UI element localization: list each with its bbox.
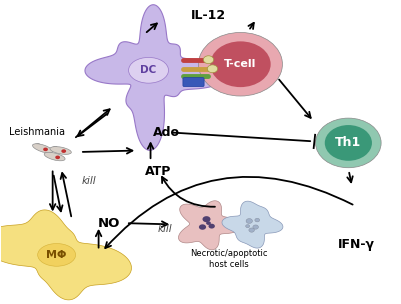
- Circle shape: [325, 125, 372, 161]
- Circle shape: [203, 216, 211, 222]
- Circle shape: [55, 156, 60, 159]
- Circle shape: [255, 218, 259, 222]
- Polygon shape: [178, 201, 241, 250]
- Text: Necrotic/apoptotic
host cells: Necrotic/apoptotic host cells: [190, 249, 267, 269]
- Circle shape: [198, 33, 282, 96]
- Circle shape: [253, 225, 258, 229]
- Circle shape: [43, 147, 48, 151]
- Text: IFN-γ: IFN-γ: [338, 238, 375, 251]
- Text: kill: kill: [157, 224, 172, 234]
- Text: NO: NO: [97, 217, 120, 230]
- Text: Th1: Th1: [335, 136, 361, 150]
- Text: kill: kill: [81, 176, 96, 186]
- Circle shape: [316, 118, 381, 168]
- Ellipse shape: [44, 152, 65, 161]
- Text: DC: DC: [140, 65, 157, 75]
- Circle shape: [206, 221, 211, 225]
- Circle shape: [209, 224, 215, 229]
- Polygon shape: [0, 210, 132, 300]
- Text: Leishmania: Leishmania: [9, 127, 65, 137]
- Circle shape: [246, 225, 250, 228]
- Circle shape: [203, 56, 214, 64]
- Text: Ado: Ado: [152, 126, 180, 139]
- Circle shape: [61, 149, 66, 153]
- Ellipse shape: [32, 144, 53, 153]
- Circle shape: [210, 41, 271, 87]
- Circle shape: [207, 65, 218, 73]
- Polygon shape: [85, 5, 227, 150]
- Circle shape: [199, 224, 206, 230]
- Polygon shape: [222, 201, 283, 248]
- Ellipse shape: [129, 57, 168, 83]
- Circle shape: [249, 228, 255, 232]
- Ellipse shape: [50, 147, 71, 154]
- Circle shape: [246, 219, 253, 223]
- Text: MΦ: MΦ: [47, 250, 67, 260]
- Ellipse shape: [38, 244, 76, 266]
- Text: T-cell: T-cell: [224, 59, 257, 69]
- FancyBboxPatch shape: [183, 78, 204, 87]
- Text: IL-12: IL-12: [191, 9, 226, 22]
- Text: ATP: ATP: [144, 165, 171, 178]
